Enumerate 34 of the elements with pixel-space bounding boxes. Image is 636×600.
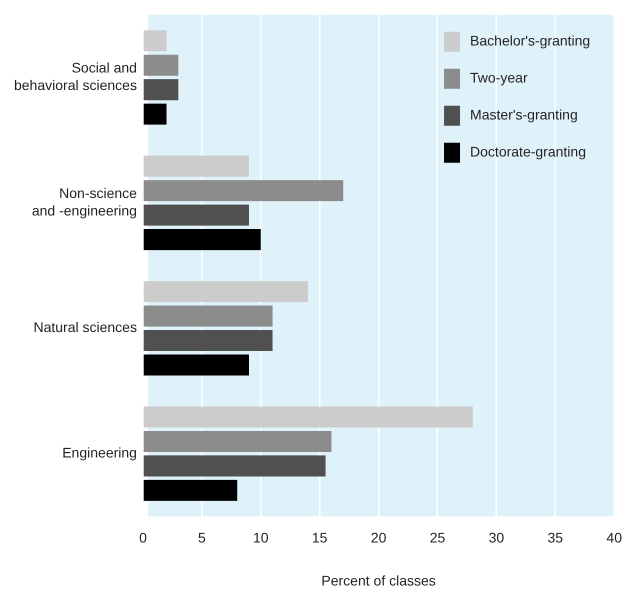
bar [144,406,473,428]
x-tick-label: 15 [312,530,328,546]
bar [144,104,167,125]
bar [144,281,308,302]
bar [144,79,178,100]
x-tick-label: 10 [252,530,269,546]
bar [144,229,261,250]
x-tick-label: 5 [198,530,206,546]
legend-label: Bachelor's-granting [470,32,590,49]
x-tick-label: 30 [488,530,504,546]
bar [144,455,326,476]
bar [144,204,249,226]
bar [144,330,273,352]
bar [144,30,167,52]
x-tick-label: 20 [370,530,387,546]
bar [144,156,249,177]
legend-label: Doctorate-granting [470,144,586,160]
x-tick-label: 0 [139,530,148,546]
y-tick-label: Non-science and -engineering [32,184,138,218]
bar [144,54,178,76]
x-tick-label: 40 [606,530,622,546]
bar [144,430,332,452]
bar [144,180,344,202]
bar [144,480,238,501]
x-axis-title: Percent of classes [321,572,436,588]
bar [144,354,249,376]
y-tick-label: Social and behavioral sciences [14,60,137,94]
bar [144,306,273,327]
y-tick-label: Natural sciences [33,319,137,336]
legend-label: Master's-granting [470,106,578,123]
x-tick-label: 25 [430,530,446,546]
legend-label: Two-year [470,70,528,86]
x-tick-label: 35 [548,530,564,546]
y-tick-label: Engineering [62,444,137,461]
